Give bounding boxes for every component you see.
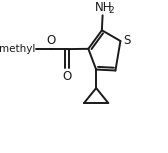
Text: 2: 2 xyxy=(108,6,114,15)
Text: S: S xyxy=(123,34,131,47)
Text: NH: NH xyxy=(95,1,112,14)
Text: O: O xyxy=(47,34,56,47)
Text: O: O xyxy=(62,70,72,83)
Text: methyl: methyl xyxy=(0,44,35,54)
